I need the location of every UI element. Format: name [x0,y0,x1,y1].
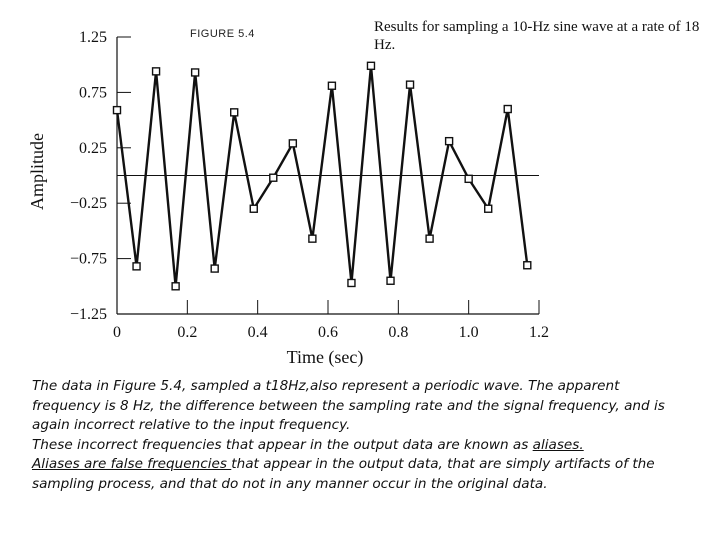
explanation-paragraph-1: The data in Figure 5.4, sampled a t18Hz,… [32,378,665,434]
data-point [425,234,434,243]
data-point [249,204,258,213]
data-point [171,282,180,291]
data-point [366,61,376,71]
x-tick-label: 0.4 [248,324,268,341]
x-tick-label: 0.8 [388,324,408,341]
data-point [151,67,161,76]
aliasing-chart: 1.25 0.75 0.25 −0.25 −0.75 −1.25 0 0.2 0.4 0.6 0.8… [27,29,549,368]
y-tick-label: 0.25 [79,140,107,157]
data-point [269,173,278,182]
data-point [190,68,200,77]
y-tick-label: 0.75 [79,84,107,101]
aliases-intro: These incorrect frequencies that appear … [32,436,533,453]
data-point [288,139,298,148]
data-point [464,174,473,184]
x-axis-title: Time (sec) [287,347,364,368]
data-point [210,264,219,273]
x-tick-label: 1.2 [529,324,549,341]
data-point [503,104,512,114]
x-tick-label: 0.6 [318,324,338,341]
explanation-text: The data in Figure 5.4, sampled a t18Hz,… [32,377,692,495]
explanation-paragraph-3: Aliases are false frequencies that appea… [32,455,692,494]
data-point [112,105,122,115]
data-point [347,278,356,288]
data-point [132,262,141,271]
y-axis-title: Amplitude [27,133,47,210]
aliases-definition: that appear in the output data, that are… [32,456,655,492]
chart-caption: Results for sampling a 10-Hz sine wave a… [374,19,700,53]
y-tick-label: −0.25 [70,195,107,212]
data-point [444,136,454,146]
x-tick-label: 0 [113,324,121,341]
data-point [327,81,337,90]
aliases-term: aliases. [532,436,584,453]
y-tick-label: −1.25 [70,306,107,323]
figure-label: FIGURE 5.4 [190,28,255,40]
x-tick-label: 1.0 [459,324,479,341]
aliases-definition-term: Aliases are false frequencies [32,456,232,473]
data-point [523,261,532,270]
data-point [230,108,239,117]
data-point [484,204,493,213]
data-point [405,80,415,89]
x-tick-label: 0.2 [177,324,197,341]
y-tick-label: −0.75 [70,251,107,268]
explanation-paragraph-2: These incorrect frequencies that appear … [32,436,692,456]
data-point [386,276,395,285]
y-tick-label: 1.25 [79,29,107,46]
data-point [308,234,317,243]
series-line [115,65,529,287]
